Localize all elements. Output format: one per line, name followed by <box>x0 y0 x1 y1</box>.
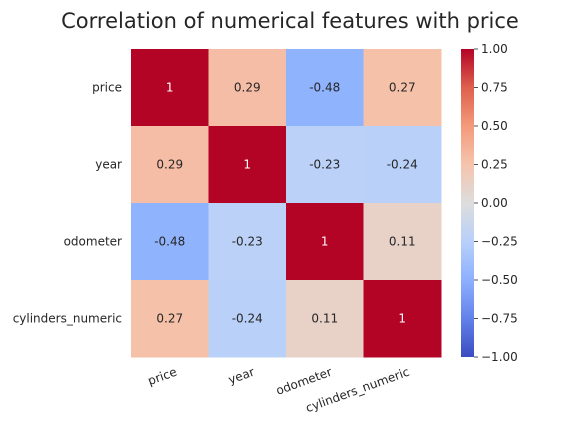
chart-title: Correlation of numerical features with p… <box>61 9 519 33</box>
colorbar-tick-label: −1.00 <box>481 350 518 364</box>
cell-value-label: 0.11 <box>389 235 416 249</box>
colorbar-tick-label: 0.25 <box>481 158 508 172</box>
cell-value-label: 0.29 <box>156 158 183 172</box>
colorbar-ticks: 1.00 0.75 0.50 0.25 0.00 −0.25 −0.50 −0.75 −1.00 <box>474 42 518 364</box>
colorbar <box>461 49 474 357</box>
cell-value-label: -0.23 <box>232 235 263 249</box>
cell-value-label: -0.48 <box>154 235 185 249</box>
colorbar-tick-label: 0.00 <box>481 196 508 210</box>
heatmap-cell <box>131 126 209 204</box>
heatmap-cells <box>131 49 442 358</box>
y-tick-label: year <box>95 158 122 172</box>
cell-value-label: -0.24 <box>232 312 263 326</box>
cell-value-label: 0.27 <box>156 312 183 326</box>
cell-value-label: -0.23 <box>309 158 340 172</box>
heatmap-cell <box>131 49 209 127</box>
cell-value-label: 1 <box>166 81 174 95</box>
y-tick-label: cylinders_numeric <box>13 312 122 326</box>
colorbar-tick-label: −0.75 <box>481 312 518 326</box>
heatmap-cell <box>286 203 364 281</box>
cell-value-label: 0.11 <box>311 312 338 326</box>
heatmap-cell <box>131 203 209 281</box>
heatmap-cell <box>208 203 287 281</box>
x-tick-label: price <box>146 365 179 388</box>
heatmap-cell <box>208 280 287 358</box>
colorbar-tick-label: 0.50 <box>481 119 508 133</box>
x-tick-label: odometer <box>274 365 334 398</box>
cell-value-label: -0.48 <box>309 81 340 95</box>
colorbar-tick-label: −0.50 <box>481 273 518 287</box>
cell-value-label: 0.27 <box>389 81 416 95</box>
y-tick-label: odometer <box>64 235 122 249</box>
cell-value-label: 1 <box>398 312 406 326</box>
heatmap-cell-labels: 1 0.29 -0.48 0.27 0.29 1 -0.23 -0.24 -0.48 -0.23 1… <box>154 81 418 326</box>
colorbar-tick-label: 0.75 <box>481 81 508 95</box>
colorbar-tick-label: 1.00 <box>481 42 508 56</box>
y-tick-label: price <box>92 81 122 95</box>
heatmap-cell <box>208 49 287 127</box>
heatmap-cell <box>286 49 364 127</box>
heatmap-cell <box>363 203 442 281</box>
cell-value-label: 1 <box>321 235 329 249</box>
x-tick-label: year <box>226 365 256 387</box>
cell-value-label: 1 <box>243 158 251 172</box>
colorbar-tick-label: −0.25 <box>481 235 518 249</box>
heatmap-cell <box>363 49 442 127</box>
heatmap-cell <box>131 280 209 358</box>
heatmap-cell <box>363 126 442 204</box>
heatmap-cell <box>286 280 364 358</box>
cell-value-label: 0.29 <box>234 81 261 95</box>
heatmap-cell <box>286 126 364 204</box>
cell-value-label: -0.24 <box>387 158 418 172</box>
y-tick-labels: price year odometer cylinders_numeric <box>13 81 122 326</box>
heatmap-cell <box>208 126 287 204</box>
heatmap-cell <box>363 280 442 358</box>
